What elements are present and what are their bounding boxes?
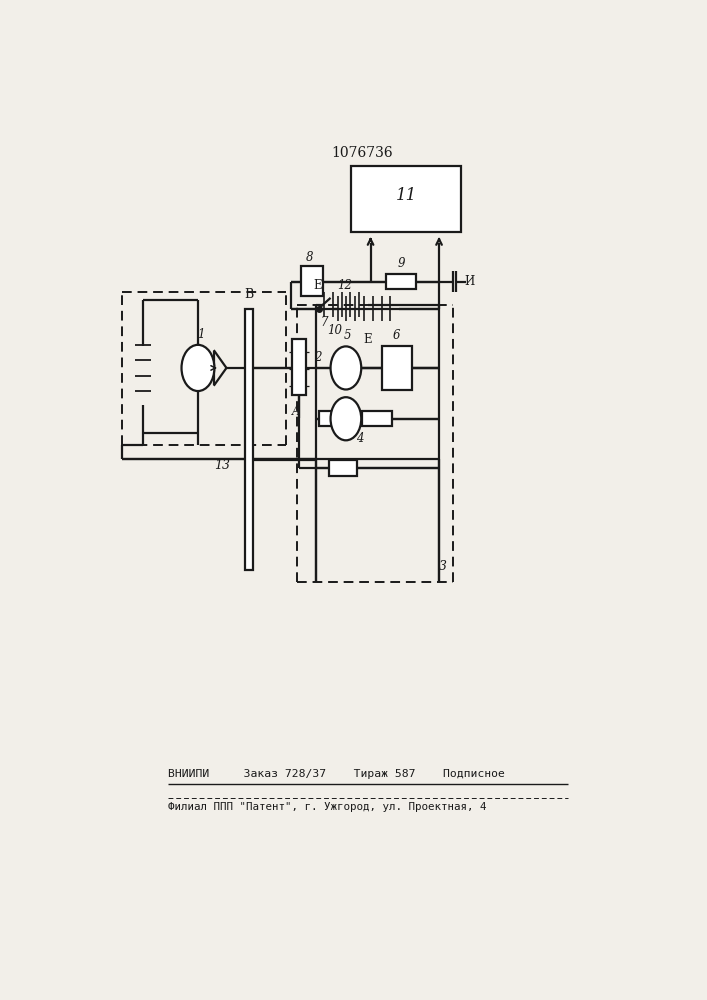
Bar (292, 339, 306, 395)
Text: Филиал ППП "Патент", г. Ужгород, ул. Проектная, 4: Филиал ППП "Патент", г. Ужгород, ул. Про… (168, 802, 486, 812)
Text: E: E (314, 279, 322, 292)
Text: И: И (464, 275, 474, 288)
Text: ВНИИПИ     Заказ 728/37    Тираж 587    Подписное: ВНИИПИ Заказ 728/37 Тираж 587 Подписное (168, 769, 505, 779)
Text: A: A (292, 405, 301, 418)
Circle shape (331, 346, 361, 389)
Text: 1076736: 1076736 (332, 146, 393, 160)
Bar (351, 166, 461, 232)
Bar (319, 411, 346, 426)
Text: B: B (245, 288, 254, 301)
Text: 11: 11 (395, 187, 417, 204)
Text: 13: 13 (215, 459, 230, 472)
Circle shape (331, 397, 361, 440)
Text: 10: 10 (327, 324, 342, 337)
Text: 9: 9 (397, 257, 404, 270)
Text: 12: 12 (337, 279, 352, 292)
Text: 7: 7 (320, 316, 328, 329)
Bar (245, 309, 253, 570)
Text: 1: 1 (197, 328, 204, 341)
Bar (386, 274, 416, 289)
Bar (329, 460, 357, 476)
Text: 2: 2 (314, 351, 321, 364)
Text: 4: 4 (356, 432, 363, 445)
Text: 3: 3 (439, 560, 447, 573)
Text: 5: 5 (343, 329, 351, 342)
Text: E: E (363, 333, 372, 346)
Bar (382, 346, 411, 389)
Bar (363, 411, 392, 426)
Bar (301, 266, 323, 296)
Text: 8: 8 (305, 251, 313, 264)
Circle shape (182, 345, 214, 391)
Text: 6: 6 (393, 329, 400, 342)
